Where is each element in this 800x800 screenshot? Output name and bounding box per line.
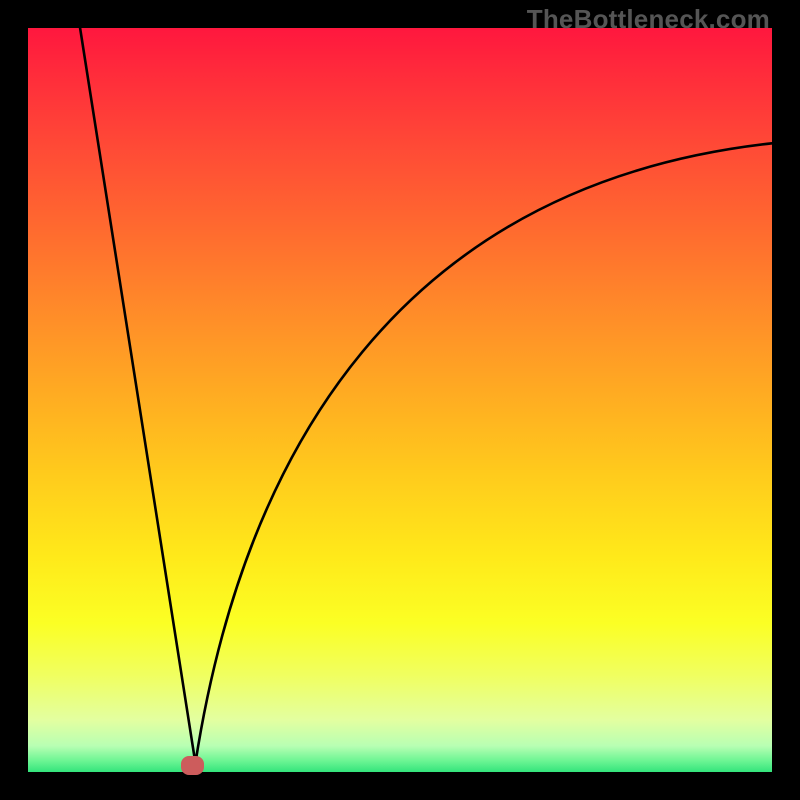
bottleneck-curve [28,28,772,772]
plot-area [28,28,772,772]
optimum-marker [181,756,204,774]
watermark-text: TheBottleneck.com [527,4,770,35]
